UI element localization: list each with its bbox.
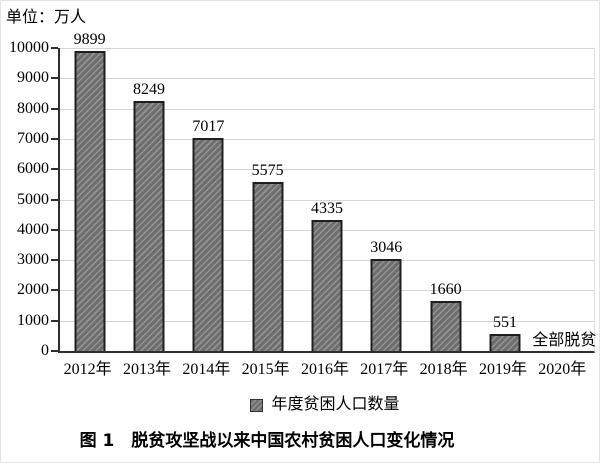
- y-axis-label: 10000: [9, 39, 49, 56]
- y-axis-label: 7000: [17, 130, 49, 147]
- bar-cell: 9899: [60, 31, 119, 351]
- bar: [74, 51, 106, 351]
- x-axis-label: 2018年: [419, 361, 468, 378]
- bar: [430, 301, 462, 351]
- bar-cell: 4335: [297, 48, 356, 351]
- bar-value-label: 8249: [132, 81, 165, 98]
- gridline: [60, 169, 594, 170]
- y-tick: [51, 77, 58, 79]
- y-axis-label: 5000: [17, 191, 49, 208]
- y-tick: [51, 108, 58, 110]
- legend-label: 年度贫困人口数量: [271, 396, 400, 413]
- x-axis-label: 2012年: [63, 361, 112, 378]
- y-tick: [51, 289, 58, 291]
- bar-cell: 1660: [416, 48, 475, 351]
- legend-swatch-icon: [250, 398, 264, 412]
- y-axis-label: 0: [41, 342, 49, 359]
- y-axis-label: 1000: [17, 312, 49, 329]
- bar: [370, 259, 402, 351]
- gridline: [60, 78, 594, 79]
- bar: [252, 182, 284, 351]
- y-tick: [51, 47, 58, 49]
- y-axis-label: 6000: [17, 160, 49, 177]
- y-tick: [51, 229, 58, 231]
- y-tick: [51, 138, 58, 140]
- gridline: [60, 139, 594, 140]
- x-axis-label: 2014年: [182, 361, 231, 378]
- y-tick: [51, 168, 58, 170]
- bar-value-label: 4335: [310, 200, 343, 217]
- y-tick: [51, 199, 58, 201]
- gridline: [60, 200, 594, 201]
- plot-area: 9899 8249 7017 5575 4335 3046 1660 551 全部脱贫: [51, 31, 597, 353]
- annotation-text: 全部脱贫: [532, 332, 597, 349]
- bar-cell: 5575: [238, 48, 297, 351]
- bar: [133, 101, 165, 351]
- bar: [311, 220, 343, 351]
- bar-value-label: 9899: [73, 31, 106, 48]
- bars-layer: 9899 8249 7017 5575 4335 3046 1660 551 全部脱贫: [60, 31, 597, 351]
- y-axis-label: 8000: [17, 100, 49, 117]
- y-axis-label: 2000: [17, 281, 49, 298]
- bar-value-label: 3046: [370, 239, 403, 256]
- y-axis-label: 4000: [17, 221, 49, 238]
- x-axis-label: 2015年: [241, 361, 290, 378]
- bar-value-label: 7017: [192, 118, 225, 135]
- x-axis-label: 2017年: [360, 361, 409, 378]
- bar-cell: 3046: [357, 48, 416, 351]
- x-axis-label: 2019年: [478, 361, 527, 378]
- bar-cell: 7017: [179, 48, 238, 351]
- bar: [489, 334, 521, 351]
- bar-cell: 全部脱贫: [532, 48, 597, 351]
- gridline: [60, 109, 594, 110]
- bar-value-label: 1660: [429, 281, 462, 298]
- y-tick: [51, 320, 58, 322]
- y-axis-label: 3000: [17, 251, 49, 268]
- x-axis-label: 2016年: [300, 361, 349, 378]
- x-axis-label: 2020年: [538, 361, 587, 378]
- figure-caption: 图 1 脱贫攻坚战以来中国农村贫困人口变化情况: [79, 431, 455, 451]
- y-tick: [51, 350, 58, 352]
- x-axis-labels: 2012年 2013年 2014年 2015年 2016年 2017年 2018年 2019年…: [58, 360, 592, 379]
- bar-cell: 551: [475, 48, 534, 351]
- legend: 年度贫困人口数量: [58, 397, 592, 413]
- y-axis-label: 9000: [17, 69, 49, 86]
- gridline: [60, 48, 594, 49]
- bar-value-label: 551: [492, 314, 517, 331]
- x-axis-label: 2013年: [122, 361, 171, 378]
- unit-label: 单位：万人: [6, 9, 87, 26]
- y-axis-labels: 0 1000 2000 3000 4000 5000 6000 7000 8000 9000 100…: [1, 39, 49, 359]
- y-tick: [51, 259, 58, 261]
- bar: [192, 138, 224, 351]
- bar-value-label: 5575: [251, 162, 284, 179]
- bar-cell: 8249: [119, 48, 178, 351]
